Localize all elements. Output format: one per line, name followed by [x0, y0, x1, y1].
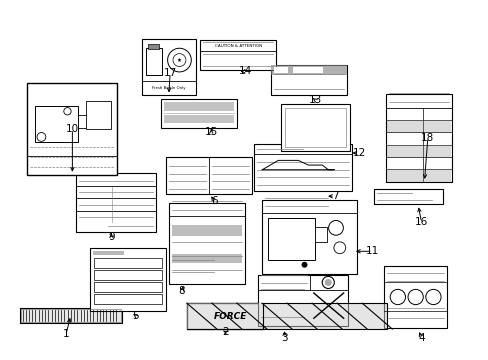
Bar — [161, 99, 237, 128]
Bar — [373, 189, 442, 204]
Text: 5: 5 — [132, 311, 139, 321]
Text: 16: 16 — [414, 217, 427, 228]
Text: 4: 4 — [417, 333, 424, 343]
Text: Fresh Bottle Only: Fresh Bottle Only — [152, 86, 185, 90]
Text: ★: ★ — [177, 58, 182, 63]
Circle shape — [63, 108, 71, 115]
Bar — [20, 309, 121, 322]
Bar — [20, 308, 122, 323]
Text: 7: 7 — [331, 191, 338, 201]
Bar — [94, 258, 162, 269]
Bar — [274, 67, 287, 73]
Bar — [90, 248, 166, 311]
Bar — [27, 83, 117, 175]
Text: 18: 18 — [420, 132, 434, 143]
Bar — [285, 108, 345, 147]
Bar — [93, 251, 123, 255]
Circle shape — [301, 262, 307, 268]
Text: 12: 12 — [352, 148, 366, 158]
Text: FORCE: FORCE — [214, 311, 247, 320]
Bar — [200, 40, 276, 70]
Circle shape — [167, 48, 191, 72]
Bar — [147, 45, 158, 49]
Bar — [35, 106, 78, 143]
Circle shape — [333, 242, 345, 254]
Circle shape — [328, 220, 343, 235]
Circle shape — [37, 132, 46, 141]
Bar — [171, 225, 241, 236]
Bar — [315, 227, 326, 242]
Text: 11: 11 — [365, 246, 379, 256]
Text: 13: 13 — [308, 95, 322, 105]
Bar — [281, 104, 349, 151]
Bar — [168, 203, 244, 284]
Circle shape — [324, 279, 331, 286]
Text: 10: 10 — [66, 124, 79, 134]
Bar — [386, 170, 450, 182]
Text: 3: 3 — [281, 333, 287, 343]
Bar — [383, 266, 447, 328]
Bar — [292, 67, 322, 73]
Bar — [267, 217, 315, 260]
Bar — [386, 94, 451, 182]
Bar — [164, 116, 234, 123]
Bar — [386, 145, 450, 157]
Bar — [142, 39, 195, 95]
Bar — [145, 48, 162, 75]
Bar — [271, 65, 346, 75]
Bar — [94, 282, 162, 292]
Bar — [166, 157, 251, 194]
Bar — [76, 173, 156, 232]
Bar — [164, 103, 234, 111]
Bar — [386, 120, 450, 132]
Text: 8: 8 — [178, 286, 185, 296]
Bar — [94, 270, 162, 280]
Bar — [85, 101, 111, 129]
Text: 1: 1 — [62, 329, 69, 339]
Text: 15: 15 — [204, 127, 218, 138]
Text: 9: 9 — [108, 232, 115, 242]
Text: 2: 2 — [222, 327, 229, 337]
Text: 6: 6 — [210, 196, 217, 206]
Bar — [261, 200, 356, 274]
Text: 14: 14 — [238, 66, 252, 76]
Text: CAUTION & ATTENTION: CAUTION & ATTENTION — [214, 44, 262, 48]
Bar — [78, 115, 92, 128]
Bar — [262, 303, 386, 329]
Text: 17: 17 — [163, 68, 177, 78]
Bar — [171, 255, 241, 262]
Bar — [271, 65, 346, 95]
Bar — [186, 303, 386, 329]
Bar — [257, 275, 347, 326]
Bar — [254, 144, 351, 191]
Circle shape — [173, 54, 185, 67]
Bar — [94, 294, 162, 304]
Bar — [186, 303, 262, 329]
